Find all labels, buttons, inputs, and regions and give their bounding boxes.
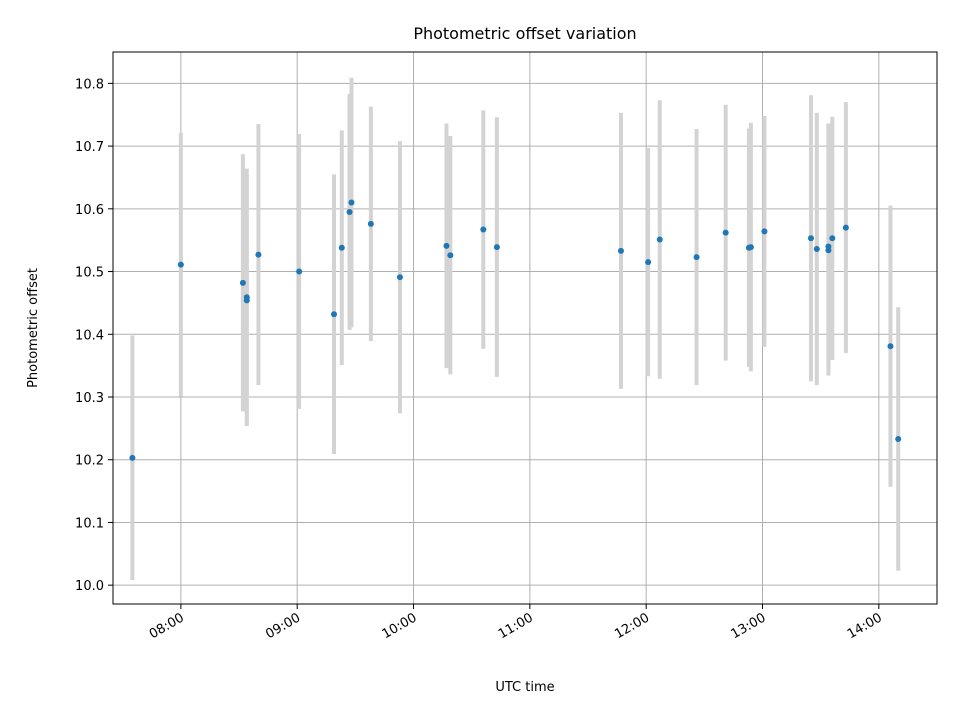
y-axis-label: Photometric offset (26, 268, 41, 388)
y-tick-label: 10.8 (75, 77, 104, 92)
data-point (722, 229, 729, 236)
y-tick-label: 10.4 (75, 328, 104, 343)
y-tick-label: 10.3 (75, 391, 104, 406)
data-point (447, 252, 454, 259)
x-axis-label: UTC time (495, 680, 554, 695)
data-point (813, 245, 820, 252)
data-point (331, 311, 338, 318)
data-point (887, 343, 894, 350)
y-tick-label: 10.2 (75, 454, 104, 469)
data-point (493, 244, 500, 251)
data-point (443, 242, 450, 249)
y-tick-label: 10.5 (75, 266, 104, 281)
data-point (338, 244, 345, 251)
data-point (348, 199, 355, 206)
point-layer (129, 199, 902, 461)
data-point (825, 247, 832, 254)
data-point (296, 268, 303, 275)
data-point (656, 236, 663, 243)
data-point (829, 235, 836, 242)
data-point (617, 247, 624, 254)
data-point (243, 297, 250, 304)
data-point (255, 251, 262, 258)
y-tick-label: 10.7 (75, 140, 104, 155)
data-point (239, 279, 246, 286)
data-point (747, 244, 754, 251)
data-point (346, 208, 353, 215)
data-point (129, 454, 136, 461)
data-point (396, 274, 403, 281)
chart-title: Photometric offset variation (413, 24, 636, 43)
data-point (645, 259, 652, 266)
y-tick-label: 10.1 (75, 516, 104, 531)
data-point (367, 220, 374, 227)
data-point (761, 228, 768, 235)
plot-frame (112, 51, 938, 605)
y-tick-label: 10.6 (75, 203, 104, 218)
data-point (895, 436, 902, 443)
data-point (807, 235, 814, 242)
data-point (177, 261, 184, 268)
data-point (842, 224, 849, 231)
y-tick-label: 10.0 (75, 579, 104, 594)
data-point (693, 254, 700, 261)
data-point (480, 226, 487, 233)
